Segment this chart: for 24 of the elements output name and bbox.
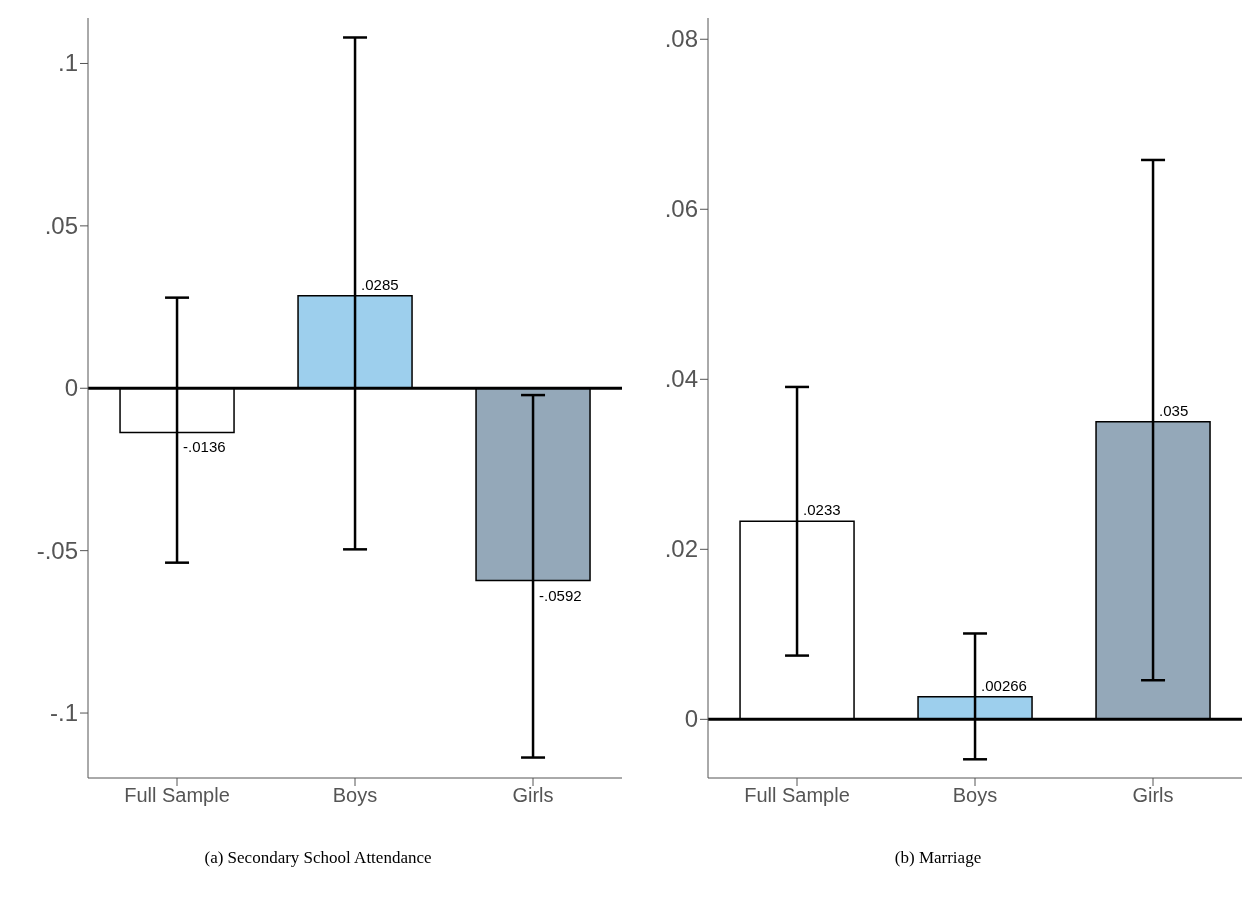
y-tick-label: 0 xyxy=(64,374,78,402)
y-tick-label: .1 xyxy=(57,49,78,77)
y-tick-label: -.1 xyxy=(49,699,78,727)
x-tick-label: Full Sample xyxy=(744,784,850,807)
data-label: .00266 xyxy=(981,676,1027,694)
x-tick-label: Girls xyxy=(1132,784,1174,807)
x-tick-label: Boys xyxy=(952,784,998,807)
y-tick-label: .08 xyxy=(664,25,698,53)
text: (a) Secondary School Attendance xyxy=(203,848,433,868)
x-tick-label: Full Sample xyxy=(124,784,230,807)
y-tick-label: .05 xyxy=(44,211,78,239)
data-label: -.0136 xyxy=(183,438,226,456)
y-tick-label: .06 xyxy=(664,195,698,223)
x-tick-label: Girls xyxy=(512,784,554,807)
data-label: .035 xyxy=(1159,401,1189,419)
text: (b) Marriage xyxy=(893,848,983,868)
y-tick-label: -.05 xyxy=(36,536,78,564)
y-tick-label: 0 xyxy=(684,705,698,733)
x-tick-label: Boys xyxy=(332,784,378,807)
data-label: .0233 xyxy=(803,501,841,519)
data-label: .0285 xyxy=(361,275,399,293)
y-tick-label: .04 xyxy=(664,365,698,393)
y-tick-label: .02 xyxy=(664,535,698,563)
data-label: -.0592 xyxy=(539,586,582,604)
